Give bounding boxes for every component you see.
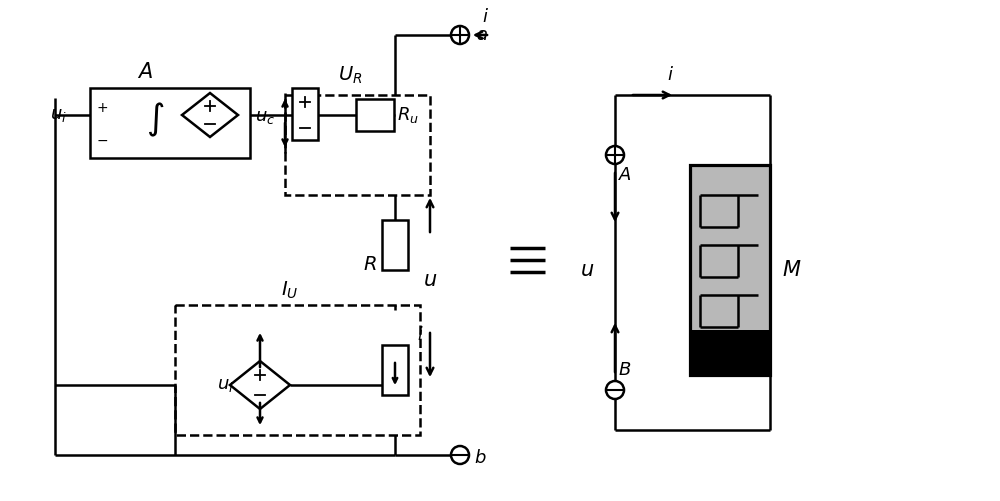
Text: $u_i$: $u_i$ <box>50 106 66 124</box>
Text: $A$: $A$ <box>137 62 153 82</box>
Circle shape <box>451 26 469 44</box>
Text: $\int$: $\int$ <box>146 101 164 139</box>
Text: $i$: $i$ <box>417 326 423 344</box>
Circle shape <box>451 446 469 464</box>
Text: $b$: $b$ <box>474 449 486 467</box>
Text: $A$: $A$ <box>618 166 632 184</box>
Text: $R_u$: $R_u$ <box>397 105 419 125</box>
Text: $U_R$: $U_R$ <box>338 64 362 86</box>
Text: $u_i$: $u_i$ <box>217 376 233 394</box>
Text: $M$: $M$ <box>782 260 802 280</box>
Bar <box>175 305 420 435</box>
Text: $i$: $i$ <box>482 8 488 26</box>
Bar <box>285 95 430 195</box>
Polygon shape <box>182 93 238 137</box>
Bar <box>292 88 318 140</box>
Text: $I_U$: $I_U$ <box>281 280 299 301</box>
Bar <box>382 220 408 270</box>
Circle shape <box>606 381 624 399</box>
Text: $-$: $-$ <box>96 133 108 147</box>
Polygon shape <box>230 361 290 409</box>
Text: $i$: $i$ <box>667 66 673 84</box>
Bar <box>690 165 770 375</box>
Text: $u_c$: $u_c$ <box>255 108 275 126</box>
Text: $u$: $u$ <box>423 270 437 290</box>
Text: $B$: $B$ <box>618 361 632 379</box>
Text: $R$: $R$ <box>363 256 377 275</box>
Bar <box>356 99 394 131</box>
Text: $a$: $a$ <box>476 26 488 44</box>
Text: $+$: $+$ <box>96 101 108 115</box>
Text: $u$: $u$ <box>580 260 594 280</box>
Bar <box>690 330 770 375</box>
Circle shape <box>606 146 624 164</box>
Bar <box>382 345 408 395</box>
Bar <box>90 88 250 158</box>
